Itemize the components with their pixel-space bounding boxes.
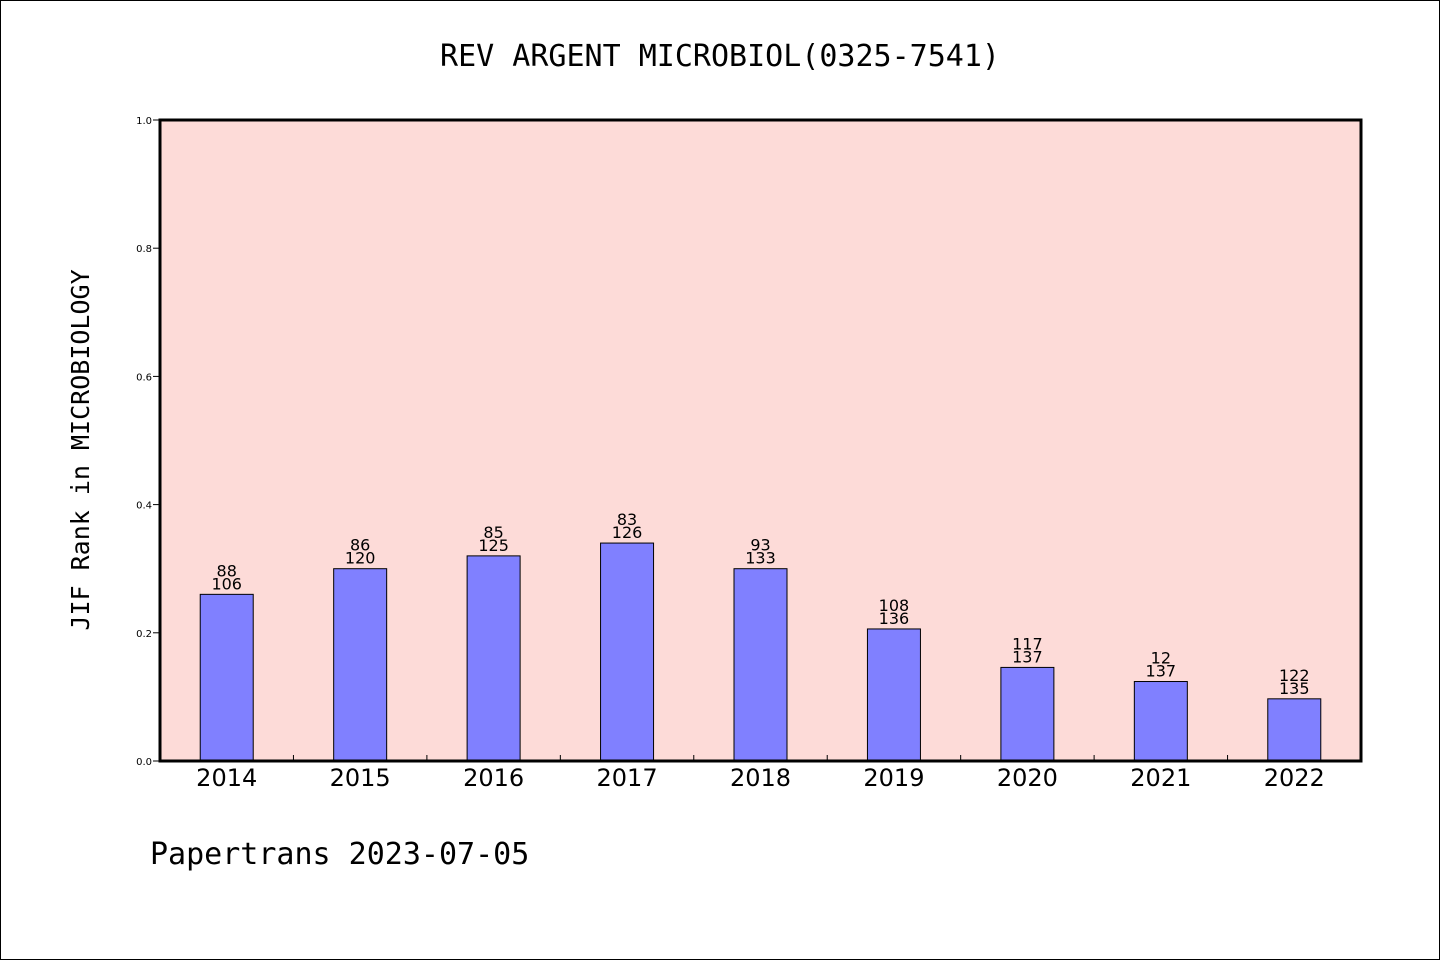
bar-label-rank: 86 bbox=[350, 536, 370, 555]
chart-title: REV ARGENT MICROBIOL(0325-7541) bbox=[440, 39, 1000, 74]
x-tick-label: 2021 bbox=[1130, 764, 1191, 792]
y-tick-label: 0.8 bbox=[136, 244, 152, 255]
bar-label-rank: 12 bbox=[1151, 649, 1171, 668]
bar-2020 bbox=[1000, 666, 1055, 762]
y-axis-label: JIF Rank in MICROBIOLOGY bbox=[66, 269, 95, 630]
x-tick-label: 2017 bbox=[597, 764, 658, 792]
bar-2014 bbox=[199, 593, 254, 762]
x-tick-label: 2022 bbox=[1264, 764, 1325, 792]
y-tick-label: 0.2 bbox=[136, 629, 152, 640]
x-tick-label: 2015 bbox=[330, 764, 391, 792]
bar-label-total: 120 bbox=[345, 549, 376, 568]
plot-border bbox=[158, 118, 1363, 763]
y-tick-label: 0.0 bbox=[136, 757, 152, 768]
bar-label-total: 137 bbox=[1146, 662, 1177, 681]
y-tick-label: 1.0 bbox=[136, 116, 152, 127]
y-axis-ticks: 0.0 0.2 0.4 0.6 0.8 1.0 bbox=[136, 116, 160, 768]
bar-2016 bbox=[466, 555, 521, 762]
bar-2021 bbox=[1133, 681, 1188, 762]
bar-label-rank: 117 bbox=[1012, 634, 1043, 653]
y-tick-label: 0.4 bbox=[136, 501, 152, 512]
footer-text: Papertrans 2023-07-05 bbox=[150, 837, 529, 872]
bar-2022 bbox=[1267, 698, 1322, 762]
bar-label-rank: 88 bbox=[217, 561, 237, 580]
bar-label-total: 136 bbox=[879, 609, 910, 628]
bar-label-total: 126 bbox=[612, 523, 643, 542]
bar-label-rank: 83 bbox=[617, 510, 637, 529]
x-tick-label: 2014 bbox=[196, 764, 257, 792]
bar-label-total: 125 bbox=[478, 536, 509, 555]
bar-label-rank: 93 bbox=[750, 536, 770, 555]
bar-2017 bbox=[600, 542, 655, 762]
bar-label-total: 106 bbox=[211, 574, 242, 593]
x-tick-label: 2019 bbox=[863, 764, 924, 792]
y-tick-label: 0.6 bbox=[136, 372, 152, 383]
bar-2018 bbox=[733, 568, 788, 762]
bar-2019 bbox=[866, 628, 921, 762]
x-tick-label: 2020 bbox=[997, 764, 1058, 792]
x-axis-ticks: 2014 2015 2016 2017 2018 2019 2020 2021 2022 bbox=[196, 755, 1325, 792]
bar-label-total: 135 bbox=[1279, 679, 1310, 698]
bar-label-total: 133 bbox=[745, 549, 776, 568]
x-tick-label: 2016 bbox=[463, 764, 524, 792]
x-tick-label: 2018 bbox=[730, 764, 791, 792]
bar-label-rank: 85 bbox=[483, 523, 503, 542]
bar-label-rank: 122 bbox=[1279, 666, 1310, 685]
bar-series bbox=[199, 542, 1322, 762]
bar-label-rank: 108 bbox=[879, 596, 910, 615]
bar-label-total: 137 bbox=[1012, 647, 1043, 666]
bar-2015 bbox=[333, 568, 388, 762]
